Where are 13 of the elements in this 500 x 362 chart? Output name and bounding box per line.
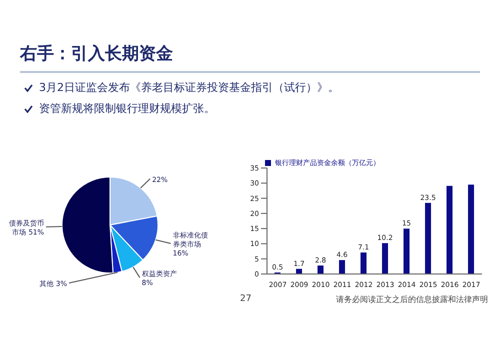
bar [339, 260, 346, 274]
bar [382, 243, 388, 274]
text: 请务必阅读正文之后的信息披露和法律声明 [336, 294, 488, 305]
bar [468, 184, 474, 274]
bar [446, 186, 453, 274]
text: 资管新规将限制银行理财规模扩张。 [38, 101, 215, 116]
chart-title: 右手：引入长期资金 [20, 43, 173, 65]
bar [360, 252, 367, 274]
text: 3月2日证监会发布《养老目标证券投资基金指引（试行）》。 [38, 80, 339, 95]
bar [318, 266, 324, 274]
bar [404, 228, 410, 274]
text: 27 [240, 294, 252, 304]
bar [425, 202, 432, 274]
